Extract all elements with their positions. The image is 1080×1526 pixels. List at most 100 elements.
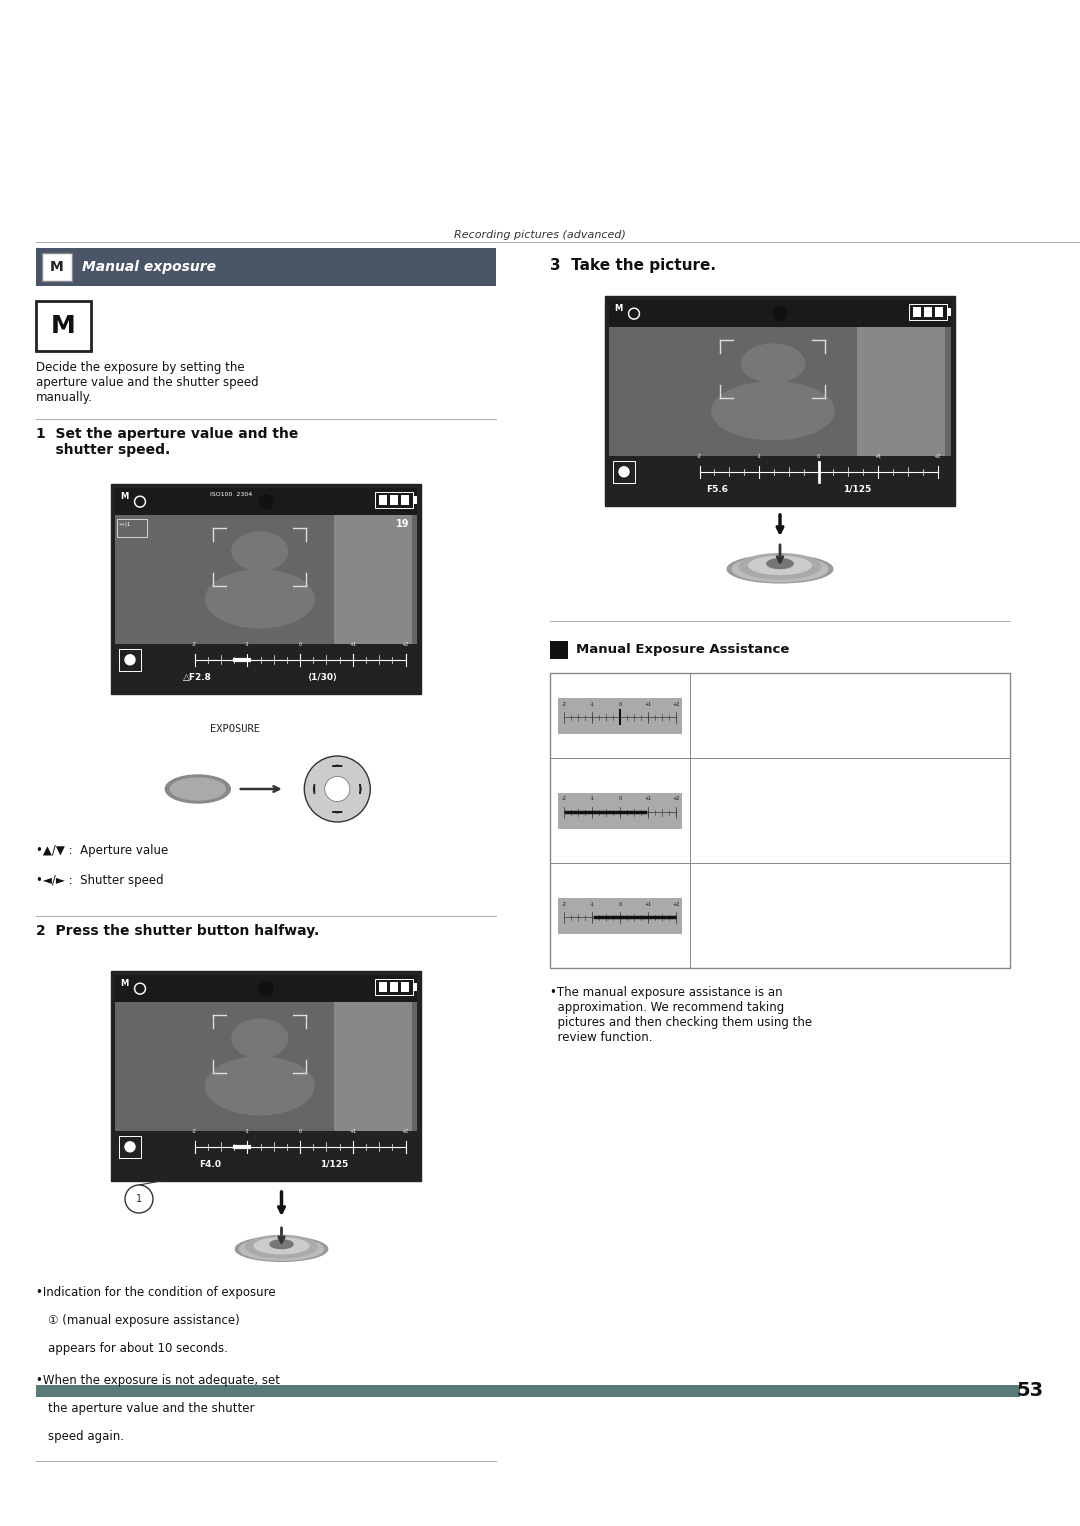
Ellipse shape	[742, 343, 805, 383]
Bar	[605, 296, 955, 507]
Bar	[111, 484, 421, 694]
Text: 3  Take the picture.: 3 Take the picture.	[550, 258, 716, 273]
Bar	[114, 1131, 417, 1177]
Bar	[375, 491, 413, 508]
Circle shape	[125, 1141, 135, 1152]
Text: M: M	[120, 491, 129, 501]
Ellipse shape	[205, 569, 314, 627]
Bar	[334, 488, 411, 690]
Text: 1/125: 1/125	[842, 485, 872, 493]
Circle shape	[773, 307, 787, 320]
Circle shape	[629, 308, 639, 319]
Text: •▲/▼ :  Aperture value: •▲/▼ : Aperture value	[36, 844, 168, 858]
Bar	[609, 301, 951, 502]
Bar	[114, 975, 417, 1177]
Text: ISO100  2304: ISO100 2304	[211, 491, 253, 497]
Bar	[550, 673, 1010, 967]
Circle shape	[136, 497, 144, 505]
Bar	[401, 494, 409, 505]
Text: 1: 1	[136, 1193, 143, 1204]
Text: M: M	[615, 304, 622, 313]
Text: F5.6: F5.6	[706, 485, 728, 493]
Text: the aperture value and the shutter: the aperture value and the shutter	[48, 1402, 255, 1415]
Circle shape	[135, 983, 146, 993]
Circle shape	[135, 496, 146, 507]
Bar	[379, 494, 387, 505]
Text: -2: -2	[192, 1129, 198, 1134]
Text: +2: +2	[402, 1129, 409, 1134]
Ellipse shape	[235, 1236, 327, 1262]
Circle shape	[619, 467, 629, 476]
Bar	[390, 494, 399, 505]
Text: -2: -2	[562, 902, 567, 906]
Text: -1: -1	[757, 453, 761, 459]
Bar	[114, 488, 417, 690]
Text: •◄/► :  Shutter speed: •◄/► : Shutter speed	[36, 874, 164, 887]
Circle shape	[125, 1186, 153, 1213]
Text: +2: +2	[672, 797, 679, 801]
Text: -1: -1	[245, 1129, 249, 1134]
Bar	[609, 301, 951, 327]
Text: EXPOSURE: EXPOSURE	[210, 723, 260, 734]
Bar	[36, 249, 496, 285]
Text: Set to slower shutter
speed or smaller
aperture value.: Set to slower shutter speed or smaller a…	[702, 874, 826, 919]
Text: M: M	[50, 259, 64, 275]
Text: ① (manual exposure assistance): ① (manual exposure assistance)	[48, 1314, 240, 1328]
Ellipse shape	[712, 382, 834, 439]
Bar	[558, 897, 681, 934]
Bar	[413, 496, 417, 504]
Bar	[609, 456, 951, 502]
Text: 1  Set the aperture value and the
    shutter speed.: 1 Set the aperture value and the shutter…	[36, 427, 298, 458]
Bar	[390, 983, 399, 992]
Bar	[114, 644, 417, 690]
Text: •The manual exposure assistance is an
  approximation. We recommend taking
  pic: •The manual exposure assistance is an ap…	[550, 986, 812, 1044]
Bar	[935, 307, 943, 317]
Ellipse shape	[727, 555, 833, 583]
Bar	[558, 792, 681, 829]
Text: -1: -1	[590, 702, 594, 707]
Bar	[119, 649, 141, 671]
Ellipse shape	[171, 778, 226, 800]
Circle shape	[325, 777, 350, 801]
Text: +1: +1	[645, 702, 651, 707]
Text: F4.0: F4.0	[199, 1160, 221, 1169]
Text: 53: 53	[1017, 1381, 1044, 1401]
Bar	[114, 975, 417, 1003]
Text: 19: 19	[395, 519, 409, 530]
Bar	[119, 1135, 141, 1158]
Text: +2: +2	[672, 902, 679, 906]
Text: +2: +2	[672, 702, 679, 707]
Ellipse shape	[739, 554, 821, 578]
Circle shape	[305, 755, 370, 823]
Bar	[114, 488, 417, 516]
Bar	[613, 461, 635, 482]
Ellipse shape	[748, 557, 811, 574]
Text: -2: -2	[192, 642, 198, 647]
Text: •When the exposure is not adequate, set: •When the exposure is not adequate, set	[36, 1373, 280, 1387]
Bar	[334, 975, 411, 1177]
Ellipse shape	[205, 1058, 314, 1114]
Text: Decide the exposure by setting the
aperture value and the shutter speed
manually: Decide the exposure by setting the apert…	[36, 362, 258, 404]
Text: The exposure is
adequate.: The exposure is adequate.	[702, 685, 795, 713]
Bar	[947, 308, 951, 316]
Text: Manual exposure: Manual exposure	[82, 259, 216, 275]
Bar	[379, 983, 387, 992]
Bar	[117, 519, 147, 537]
Text: 0: 0	[619, 797, 622, 801]
Text: M: M	[120, 980, 129, 989]
Bar	[550, 641, 568, 659]
Text: -1: -1	[590, 902, 594, 906]
Text: -2: -2	[562, 797, 567, 801]
Text: +1: +1	[875, 453, 881, 459]
Text: 2  Press the shutter button halfway.: 2 Press the shutter button halfway.	[36, 925, 320, 938]
Text: 0: 0	[298, 1129, 301, 1134]
Ellipse shape	[165, 775, 230, 803]
Circle shape	[125, 655, 135, 665]
Text: +2: +2	[402, 642, 409, 647]
Bar	[401, 983, 409, 992]
Text: △F2.8: △F2.8	[184, 673, 213, 682]
Circle shape	[630, 310, 638, 317]
Text: -1: -1	[590, 797, 594, 801]
Ellipse shape	[246, 1236, 318, 1257]
Text: +1: +1	[645, 797, 651, 801]
